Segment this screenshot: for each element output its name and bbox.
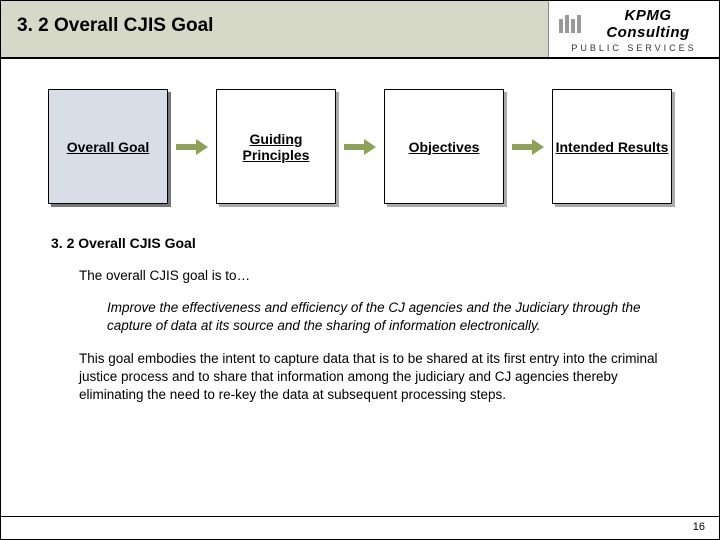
logo-subtitle: PUBLIC SERVICES bbox=[559, 43, 709, 53]
content: 3. 2 Overall CJIS Goal The overall CJIS … bbox=[1, 224, 719, 404]
box-label: Guiding Principles bbox=[217, 131, 335, 163]
goal-statement: Improve the effectiveness and efficiency… bbox=[107, 299, 649, 335]
box-overall-goal: Overall Goal bbox=[48, 89, 168, 204]
logo: KPMG Consulting bbox=[559, 7, 709, 41]
body-paragraph: This goal embodies the intent to capture… bbox=[79, 350, 659, 405]
arrow-icon bbox=[512, 140, 544, 154]
header: 3. 2 Overall CJIS Goal KPMG Consulting P… bbox=[1, 1, 719, 59]
flow-diagram: Overall Goal Guiding Principles Objectiv… bbox=[1, 59, 719, 224]
logo-text: KPMG Consulting bbox=[587, 7, 709, 41]
box-intended-results: Intended Results bbox=[552, 89, 672, 204]
header-left: 3. 2 Overall CJIS Goal bbox=[1, 1, 549, 57]
box-label: Intended Results bbox=[556, 139, 669, 155]
arrow-icon bbox=[176, 140, 208, 154]
page-number: 16 bbox=[693, 521, 705, 533]
page-title: 3. 2 Overall CJIS Goal bbox=[17, 15, 532, 37]
box-objectives: Objectives bbox=[384, 89, 504, 204]
box-label: Overall Goal bbox=[67, 139, 149, 155]
intro-text: The overall CJIS goal is to… bbox=[79, 267, 669, 285]
logo-block: KPMG Consulting PUBLIC SERVICES bbox=[549, 1, 719, 57]
footer: 16 bbox=[1, 516, 719, 533]
box-guiding-principles: Guiding Principles bbox=[216, 89, 336, 204]
section-title: 3. 2 Overall CJIS Goal bbox=[51, 234, 669, 253]
box-label: Objectives bbox=[409, 139, 480, 155]
arrow-icon bbox=[344, 140, 376, 154]
logo-bars-icon bbox=[559, 15, 581, 33]
